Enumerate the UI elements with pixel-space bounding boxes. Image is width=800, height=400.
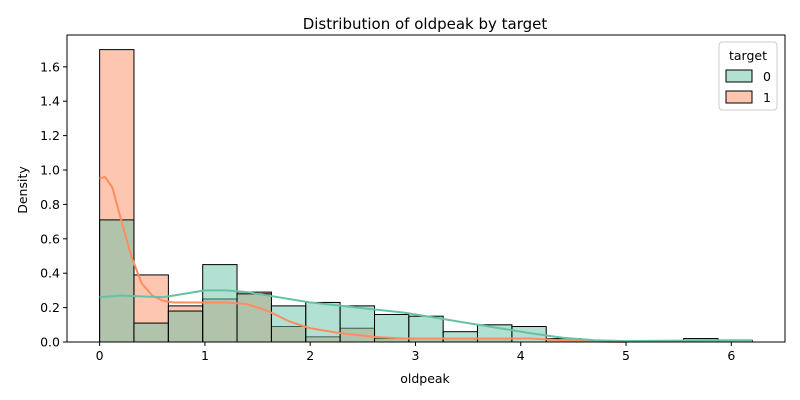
bar-target-0-1 <box>133 322 169 343</box>
x-tick-label: 4 <box>517 348 525 363</box>
legend-swatch-0 <box>725 69 753 83</box>
kde-line-target-0 <box>99 289 753 343</box>
y-tick-label: 1.2 <box>40 128 60 143</box>
legend: target 0 1 <box>718 41 778 111</box>
chart-title: Distribution of oldpeak by target <box>303 15 548 33</box>
y-tick-label: 0.4 <box>40 266 60 281</box>
plot-frame <box>66 34 786 343</box>
y-tick-label: 1.4 <box>40 94 60 109</box>
bar-target-0-2 <box>167 310 204 343</box>
y-tick-label: 1.6 <box>40 59 60 74</box>
kde-line-target-1 <box>99 175 627 343</box>
x-tick-label: 5 <box>622 348 630 363</box>
bar-target-0-6 <box>305 301 341 343</box>
y-tick-label: 0.2 <box>40 300 60 315</box>
y-tick-label: 0.0 <box>40 335 60 350</box>
legend-label-0: 0 <box>763 69 771 84</box>
legend-label-1: 1 <box>763 90 771 105</box>
x-tick-label: 3 <box>411 348 419 363</box>
bar-target-0-10 <box>442 331 478 343</box>
bar-target-0-5 <box>270 305 307 343</box>
x-tick-label: 6 <box>727 348 735 363</box>
x-axis-label: oldpeak <box>400 371 450 386</box>
y-tick-label: 1.0 <box>40 163 60 178</box>
bar-target-0-0 <box>99 219 135 343</box>
x-tick-label: 1 <box>201 348 209 363</box>
legend-title: target <box>729 48 767 63</box>
y-axis: 0.0 0.2 0.4 0.6 0.8 1.0 1.2 1.4 1.6 <box>40 59 67 350</box>
x-axis: 0 1 2 3 4 5 6 <box>96 342 735 363</box>
x-tick-label: 2 <box>306 348 314 363</box>
y-axis-label: Density <box>15 166 30 214</box>
legend-swatch-1 <box>725 90 753 104</box>
y-tick-label: 0.6 <box>40 231 60 246</box>
bar-target-0-4 <box>236 293 272 343</box>
x-tick-label: 0 <box>96 348 104 363</box>
plot-area <box>66 34 786 343</box>
y-tick-label: 0.8 <box>40 197 60 212</box>
